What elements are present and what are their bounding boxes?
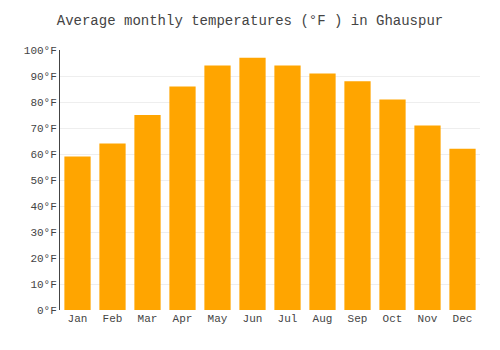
svg-text:90°F: 90°F [30,71,56,83]
svg-text:40°F: 40°F [30,201,56,213]
svg-text:Average monthly temperatures (: Average monthly temperatures (°F ) in Gh… [57,13,443,29]
svg-text:Jun: Jun [243,313,263,325]
svg-text:100°F: 100°F [24,45,57,57]
svg-text:May: May [208,313,228,325]
svg-text:80°F: 80°F [30,97,56,109]
svg-text:Nov: Nov [418,313,438,325]
svg-text:20°F: 20°F [30,253,56,265]
svg-text:Feb: Feb [103,313,123,325]
svg-text:50°F: 50°F [30,175,56,187]
svg-text:Jan: Jan [68,313,88,325]
svg-text:Apr: Apr [173,313,193,325]
svg-text:10°F: 10°F [30,279,56,291]
svg-text:Sep: Sep [348,313,368,325]
svg-text:70°F: 70°F [30,123,56,135]
svg-text:60°F: 60°F [30,149,56,161]
svg-text:Jul: Jul [278,313,298,325]
svg-text:Dec: Dec [453,313,473,325]
svg-text:0°F: 0°F [37,305,57,317]
svg-text:Aug: Aug [313,313,333,325]
svg-text:Mar: Mar [138,313,158,325]
svg-text:30°F: 30°F [30,227,56,239]
svg-text:Oct: Oct [383,313,403,325]
